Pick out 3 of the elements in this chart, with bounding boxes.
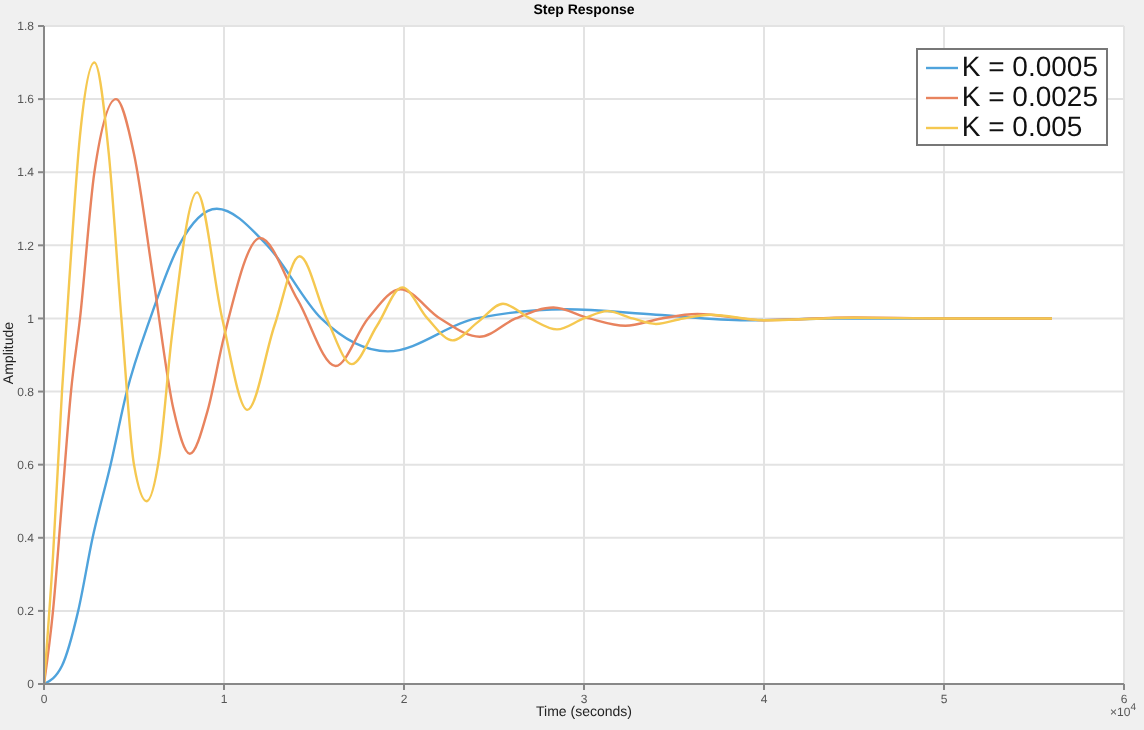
legend-label: K = 0.0025 — [961, 80, 1098, 112]
legend-label: K = 0.0005 — [961, 50, 1098, 82]
legend-label: K = 0.005 — [961, 110, 1083, 142]
